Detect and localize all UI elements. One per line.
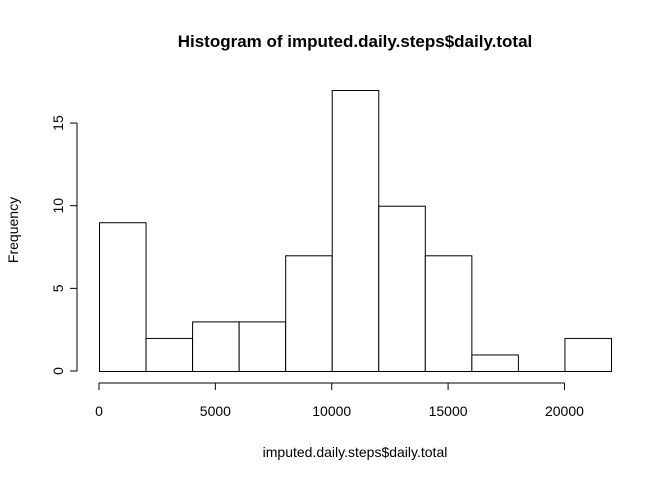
histogram-bar-3 <box>238 321 287 373</box>
x-axis-label: imputed.daily.steps$daily.total <box>263 444 448 460</box>
histogram-bar-0 <box>99 222 147 372</box>
y-axis: 0 5 10 15 <box>50 115 78 375</box>
x-tick-label-4: 20000 <box>545 403 584 419</box>
y-tick-label-2: 10 <box>50 198 66 214</box>
histogram-bar-2 <box>192 321 240 373</box>
x-tick-label-3: 15000 <box>429 403 468 419</box>
histogram-bar-1 <box>145 337 194 372</box>
y-tick-label-0: 0 <box>50 367 66 375</box>
y-tick-label-3: 15 <box>50 115 66 131</box>
histogram-bar-8 <box>471 354 519 372</box>
histogram-bar-10 <box>564 337 612 372</box>
bars-group <box>99 90 612 373</box>
x-tick-label-2: 10000 <box>312 403 351 419</box>
x-tick-label-1: 5000 <box>200 403 231 419</box>
histogram-bar-6 <box>378 205 426 372</box>
x-axis: 0 5000 10000 15000 20000 <box>95 382 584 419</box>
y-tick-label-1: 5 <box>50 284 66 292</box>
histogram-bar-4 <box>285 255 333 372</box>
histogram-bar-5 <box>331 90 380 372</box>
histogram-bar-7 <box>424 255 473 372</box>
chart-title: Histogram of imputed.daily.steps$daily.t… <box>178 32 533 51</box>
x-tick-label-0: 0 <box>95 403 103 419</box>
y-axis-label: Frequency <box>5 197 21 263</box>
